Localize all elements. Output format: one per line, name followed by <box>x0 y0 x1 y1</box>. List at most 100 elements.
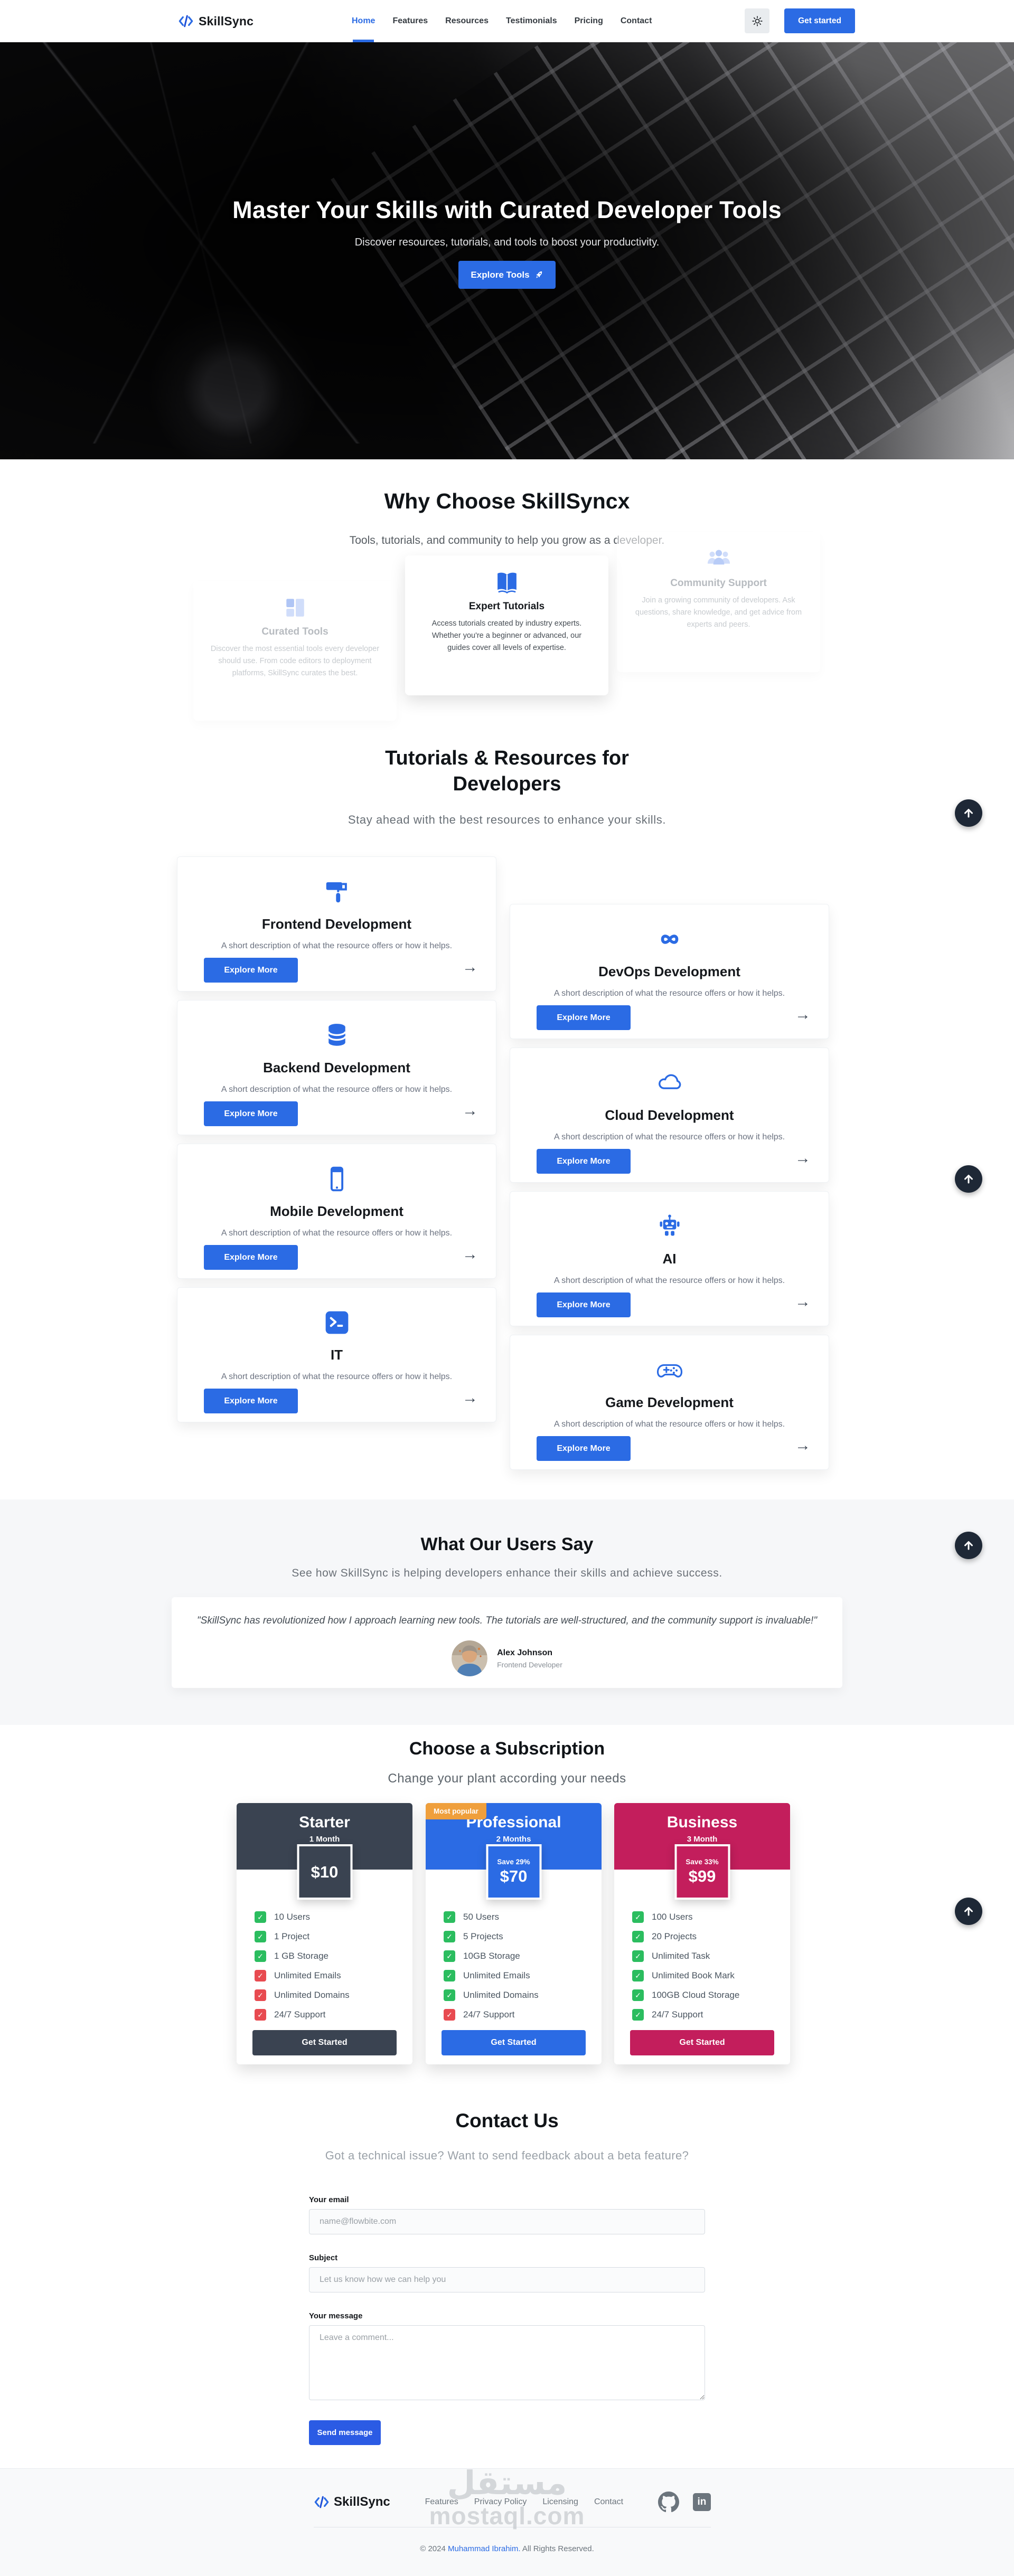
arrow-right-icon[interactable] <box>795 1006 811 1024</box>
why-card-title: Expert Tutorials <box>468 601 545 612</box>
why-card-title: Community Support <box>670 578 767 589</box>
check-icon <box>632 1989 644 2001</box>
linkedin-icon[interactable] <box>692 2493 711 2511</box>
footer-links: Features Privacy Policy Licensing Contac… <box>425 2497 623 2507</box>
arrow-right-icon[interactable] <box>795 1293 811 1311</box>
get-started-button[interactable]: Get started <box>784 8 855 33</box>
explore-more-button[interactable]: Explore More <box>537 1149 631 1174</box>
arrow-up-icon <box>964 1907 973 1916</box>
footer-brand-logo[interactable]: SkillSync <box>314 2494 390 2510</box>
plan-feature: Unlimited Domains <box>444 1989 539 2001</box>
plan-get-started-button[interactable]: Get Started <box>442 2030 586 2055</box>
arrow-right-icon[interactable] <box>462 1102 478 1120</box>
message-field[interactable] <box>309 2325 705 2400</box>
feature-label: 5 Projects <box>463 1931 503 1941</box>
check-icon <box>255 1970 266 1981</box>
plan-get-started-button[interactable]: Get Started <box>630 2030 774 2055</box>
arrow-right-icon[interactable] <box>462 1245 478 1263</box>
plan-card-starter: Starter 1 Month $10 10 Users 1 Project 1… <box>237 1803 412 2064</box>
why-card-community-support[interactable]: Community Support Join a growing communi… <box>617 532 820 672</box>
plan-save-badge: Save 33% <box>686 1858 719 1866</box>
code-logo-icon <box>314 2496 329 2508</box>
check-icon <box>632 1970 644 1981</box>
plan-feature: 10 Users <box>255 1911 310 1923</box>
nav-item-features[interactable]: Features <box>392 16 428 25</box>
subject-field[interactable] <box>309 2267 705 2292</box>
why-subtitle: Tools, tutorials, and community to help … <box>349 534 665 546</box>
why-card-expert-tutorials[interactable]: Expert Tutorials Access tutorials create… <box>405 555 608 695</box>
resource-card-it: IT A short description of what the resou… <box>177 1287 496 1422</box>
copyright-author-link[interactable]: Muhammad Ibrahim. <box>447 2544 521 2553</box>
explore-tools-button[interactable]: Explore Tools <box>458 261 556 289</box>
hero-subtitle: Discover resources, tutorials, and tools… <box>354 237 660 248</box>
nav-item-home[interactable]: Home <box>352 0 375 42</box>
footer-social <box>658 2492 711 2513</box>
check-icon <box>632 1931 644 1942</box>
theme-toggle-button[interactable] <box>745 8 769 33</box>
plan-get-started-button[interactable]: Get Started <box>252 2030 397 2055</box>
email-field[interactable] <box>309 2209 705 2234</box>
send-message-button[interactable]: Send message <box>309 2420 381 2445</box>
resource-card-ai: AI A short description of what the resou… <box>510 1191 829 1326</box>
explore-more-button[interactable]: Explore More <box>204 1101 298 1126</box>
footer-link-features[interactable]: Features <box>425 2497 458 2506</box>
brand-name: SkillSync <box>199 14 254 28</box>
arrow-right-icon[interactable] <box>795 1437 811 1455</box>
check-icon <box>255 2009 266 2021</box>
arrow-right-icon[interactable] <box>795 1149 811 1167</box>
github-icon[interactable] <box>658 2492 679 2513</box>
explore-more-button[interactable]: Explore More <box>537 1292 631 1317</box>
nav-item-contact[interactable]: Contact <box>620 16 652 25</box>
feature-label: 24/7 Support <box>274 2009 326 2020</box>
explore-more-button[interactable]: Explore More <box>204 1245 298 1270</box>
explore-more-button[interactable]: Explore More <box>537 1005 631 1030</box>
main-navigation: Home Features Resources Testimonials Pri… <box>352 0 652 42</box>
contact-subtitle: Got a technical issue? Want to send feed… <box>325 2149 689 2162</box>
feature-label: Unlimited Domains <box>274 1990 350 2000</box>
testimonials-subtitle: See how SkillSync is helping developers … <box>292 1567 722 1579</box>
plan-feature: 20 Projects <box>632 1931 697 1942</box>
resource-title: AI <box>662 1251 677 1267</box>
footer-link-privacy[interactable]: Privacy Policy <box>474 2497 527 2506</box>
plan-feature: 50 Users <box>444 1911 499 1923</box>
resource-card-mobile: Mobile Development A short description o… <box>177 1144 496 1279</box>
footer-link-contact[interactable]: Contact <box>594 2497 624 2506</box>
why-card-description: Access tutorials created by industry exp… <box>431 619 582 653</box>
why-card-curated-tools[interactable]: Curated Tools Discover the most essentia… <box>193 581 397 721</box>
footer-brand-name: SkillSync <box>334 2495 390 2509</box>
scroll-to-top-button[interactable] <box>955 1532 982 1559</box>
nav-item-testimonials[interactable]: Testimonials <box>505 16 557 25</box>
hero-section: Master Your Skills with Curated Develope… <box>0 42 1014 459</box>
feature-label: Unlimited Task <box>652 1951 710 1961</box>
arrow-up-icon <box>964 1175 973 1184</box>
scroll-to-top-button[interactable] <box>955 799 982 827</box>
resource-card-frontend: Frontend Development A short description… <box>177 856 496 992</box>
feature-label: 24/7 Support <box>652 2009 703 2020</box>
plan-feature: 24/7 Support <box>632 2009 703 2021</box>
plan-save-badge: Save 29% <box>497 1858 530 1866</box>
arrow-right-icon[interactable] <box>462 958 478 976</box>
plan-price-box: Save 33% $99 <box>674 1844 730 1900</box>
contact-title: Contact Us <box>455 2110 559 2131</box>
explore-more-button[interactable]: Explore More <box>537 1436 631 1461</box>
avatar <box>452 1640 488 1676</box>
plan-duration: 1 Month <box>309 1835 340 1844</box>
explore-tools-label: Explore Tools <box>471 269 530 280</box>
copyright: © 2024 Muhammad Ibrahim. All Rights Rese… <box>0 2544 1014 2553</box>
rocket-icon <box>536 271 542 278</box>
feature-label: 10 Users <box>274 1912 311 1922</box>
subject-label: Subject <box>309 2253 338 2262</box>
explore-more-button[interactable]: Explore More <box>204 958 298 983</box>
plan-name: Business <box>666 1814 738 1831</box>
plan-name: Starter <box>299 1814 350 1831</box>
arrow-right-icon[interactable] <box>462 1389 478 1407</box>
check-icon <box>632 1911 644 1923</box>
nav-item-resources[interactable]: Resources <box>445 16 489 25</box>
scroll-to-top-button[interactable] <box>955 1165 982 1193</box>
brand-logo[interactable]: SkillSync <box>178 0 253 42</box>
nav-item-pricing[interactable]: Pricing <box>574 16 603 25</box>
most-popular-badge: Most popular <box>426 1803 486 1819</box>
explore-more-button[interactable]: Explore More <box>204 1389 298 1413</box>
footer-link-licensing[interactable]: Licensing <box>542 2497 578 2506</box>
scroll-to-top-button[interactable] <box>955 1898 982 1925</box>
